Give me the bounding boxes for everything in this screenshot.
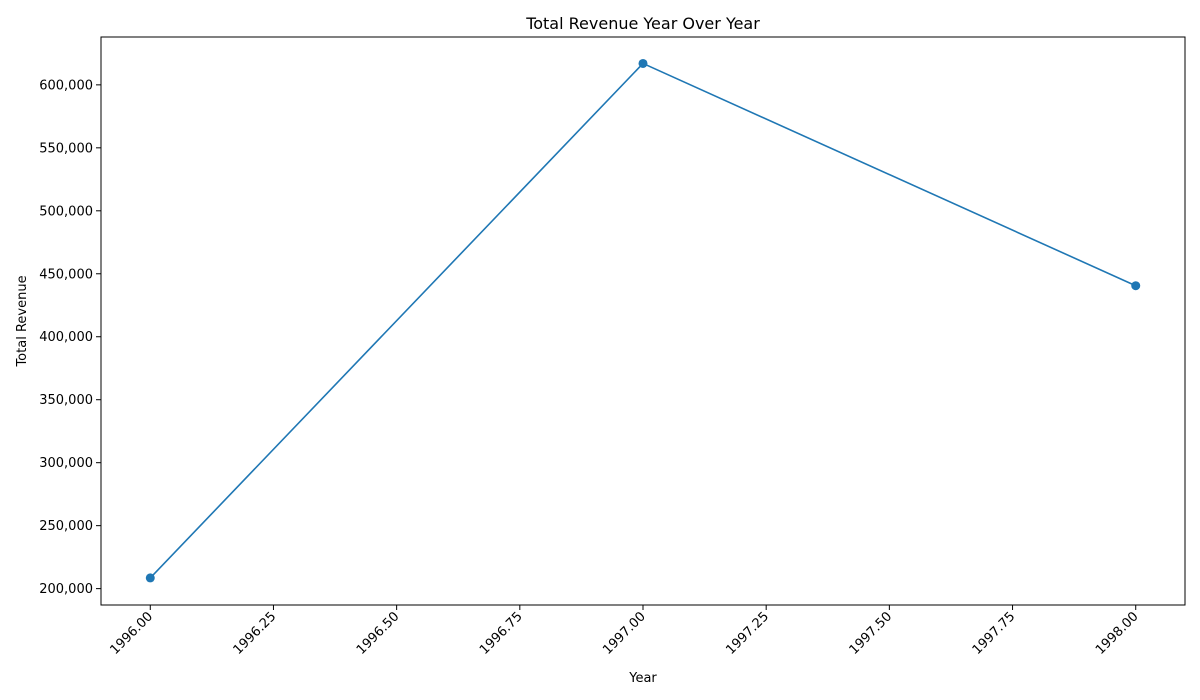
y-tick-label: 450,000 [39, 267, 93, 282]
y-axis-label: Total Revenue [15, 275, 30, 367]
data-point [145, 573, 155, 583]
y-tick-label: 400,000 [39, 330, 93, 345]
y-tick-label: 500,000 [39, 204, 93, 219]
data-point [638, 58, 648, 68]
y-axis-ticks: 200,000 250,000 300,000 350,000 400,000 450,0… [39, 78, 101, 597]
data-point [1131, 281, 1141, 291]
y-tick-label: 200,000 [39, 582, 93, 597]
y-tick-label: 350,000 [39, 393, 93, 408]
y-tick-label: 300,000 [39, 456, 93, 471]
y-tick-label: 550,000 [39, 141, 93, 156]
y-tick-label: 600,000 [39, 78, 93, 93]
chart-title: Total Revenue Year Over Year [525, 14, 760, 33]
x-axis-label: Year [628, 671, 657, 686]
y-tick-label: 250,000 [39, 519, 93, 534]
